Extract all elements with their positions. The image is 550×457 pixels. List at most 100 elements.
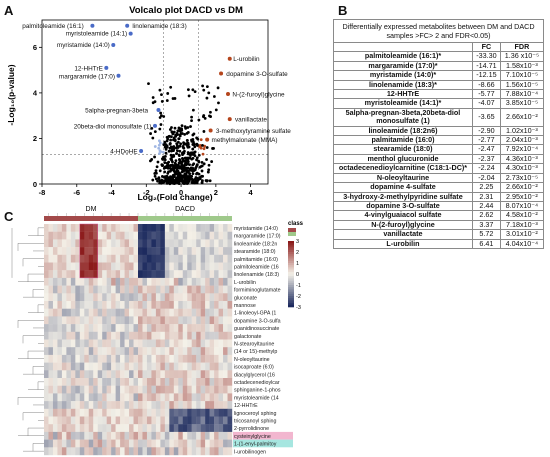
heatmap-cell (187, 316, 192, 325)
heatmap-cell (44, 316, 49, 325)
heatmap-cell (218, 393, 224, 402)
heatmap-cell (61, 385, 67, 394)
heatmap-cell (142, 308, 148, 317)
heatmap-cell (160, 362, 166, 371)
heatmap-cell (102, 347, 107, 356)
heatmap-cell (169, 431, 175, 440)
heatmap-cell (97, 262, 103, 271)
heatmap-cell (209, 247, 215, 255)
heatmap-cell (138, 393, 143, 402)
heatmap-cell (120, 331, 125, 340)
heatmap-cell (164, 416, 170, 425)
heatmap-cell (93, 416, 98, 425)
y-tick-label: 0 (33, 180, 37, 189)
heatmap-cell (115, 362, 121, 371)
heatmap-cell (75, 393, 81, 402)
heatmap-cell (182, 378, 188, 386)
heatmap-cell (44, 408, 49, 417)
heatmap-cell (214, 247, 219, 255)
heatmap-cell (142, 285, 148, 294)
heatmap-cell (133, 370, 139, 379)
heatmap-cell (169, 224, 175, 232)
heatmap-cell (164, 424, 170, 433)
heatmap-cell (115, 293, 121, 302)
data-point (179, 142, 183, 146)
heatmap-cell (84, 324, 89, 332)
table-row: 3-hydroxy-2-methylpyridine sulfate 2.31 2.… (333, 191, 545, 202)
heatmap-cell (57, 262, 63, 271)
heatmap-cell (196, 339, 201, 348)
fdr-value: 1.36 x10⁻⁵ (499, 51, 545, 62)
heatmap-cell (146, 301, 152, 309)
heatmap-cell (160, 447, 166, 456)
data-point (192, 142, 196, 145)
heatmap-cell (57, 378, 63, 386)
heatmap-cell (191, 277, 197, 286)
data-point (177, 179, 181, 183)
heatmap-cell (146, 362, 152, 371)
heatmap-cell (187, 331, 192, 340)
heatmap-cell (61, 293, 67, 302)
data-point (190, 138, 193, 142)
heatmap-cell (138, 416, 143, 425)
heatmap-cell (133, 354, 139, 363)
heatmap-cell (227, 316, 233, 325)
data-point (168, 181, 171, 184)
heatmap-cell (129, 431, 134, 440)
data-point (190, 177, 194, 181)
row-label: (14 or 15)-methylp (234, 349, 277, 355)
row-label: tricosanoyl sphing (234, 419, 276, 425)
data-point (156, 179, 159, 183)
heatmap-cell (187, 424, 192, 433)
heatmap-cell (178, 224, 183, 232)
heatmap-cell (227, 285, 233, 294)
heatmap-cell (61, 231, 67, 240)
data-point (211, 147, 214, 150)
heatmap-cell (182, 231, 188, 240)
data-point (199, 138, 203, 142)
heatmap-cell (164, 239, 170, 248)
data-point (157, 139, 161, 143)
heatmap-cell (66, 308, 72, 317)
heatmap-cell (115, 239, 121, 248)
heatmap-cell (200, 277, 206, 286)
heatmap-cell (106, 254, 112, 263)
heatmap-cell (218, 370, 224, 379)
heatmap-cell (209, 362, 215, 371)
heatmap-cell (214, 301, 219, 309)
heatmap-cell (142, 439, 148, 448)
color-scale-step (288, 298, 294, 301)
heatmap-cell (169, 393, 175, 402)
heatmap-cell (66, 331, 72, 340)
heatmap-cell (146, 254, 152, 263)
heatmap-cell (227, 370, 233, 379)
heatmap-cell (173, 431, 179, 440)
table-row: myristamide (14:0)* -12.15 7.10x10⁻⁵ (333, 70, 545, 81)
heatmap-cell (200, 339, 206, 348)
heatmap-cell (214, 362, 219, 371)
heatmap-cell (88, 224, 94, 232)
heatmap-cell (151, 339, 157, 348)
color-scale-tick: 0 (296, 272, 299, 278)
heatmap-cell (52, 308, 58, 317)
heatmap-cell (93, 393, 98, 402)
table-row: 4-vinylguaiacol sulfate 2.62 4.58x10⁻² (333, 210, 545, 221)
volcano-title: Volcalo plot DACD vs DM (129, 5, 243, 16)
heatmap-cell (88, 408, 94, 417)
data-point (179, 165, 183, 169)
row-label: L-urobilin (234, 280, 256, 286)
color-scale-step (288, 276, 294, 279)
fold-change-value: -2.47 (471, 144, 501, 155)
heatmap-cell (48, 347, 54, 356)
heatmap-cell (218, 447, 224, 456)
heatmap-cell (97, 277, 103, 286)
highlighted-point (116, 73, 121, 78)
heatmap-cell (164, 316, 170, 325)
heatmap-cell (205, 339, 210, 348)
heatmap-cell (227, 293, 233, 302)
heatmap-cell (124, 354, 130, 363)
heatmap-cell (93, 408, 98, 417)
heatmap-cell (75, 224, 81, 232)
heatmap-cell (169, 424, 175, 433)
heatmap-cell (178, 347, 183, 356)
